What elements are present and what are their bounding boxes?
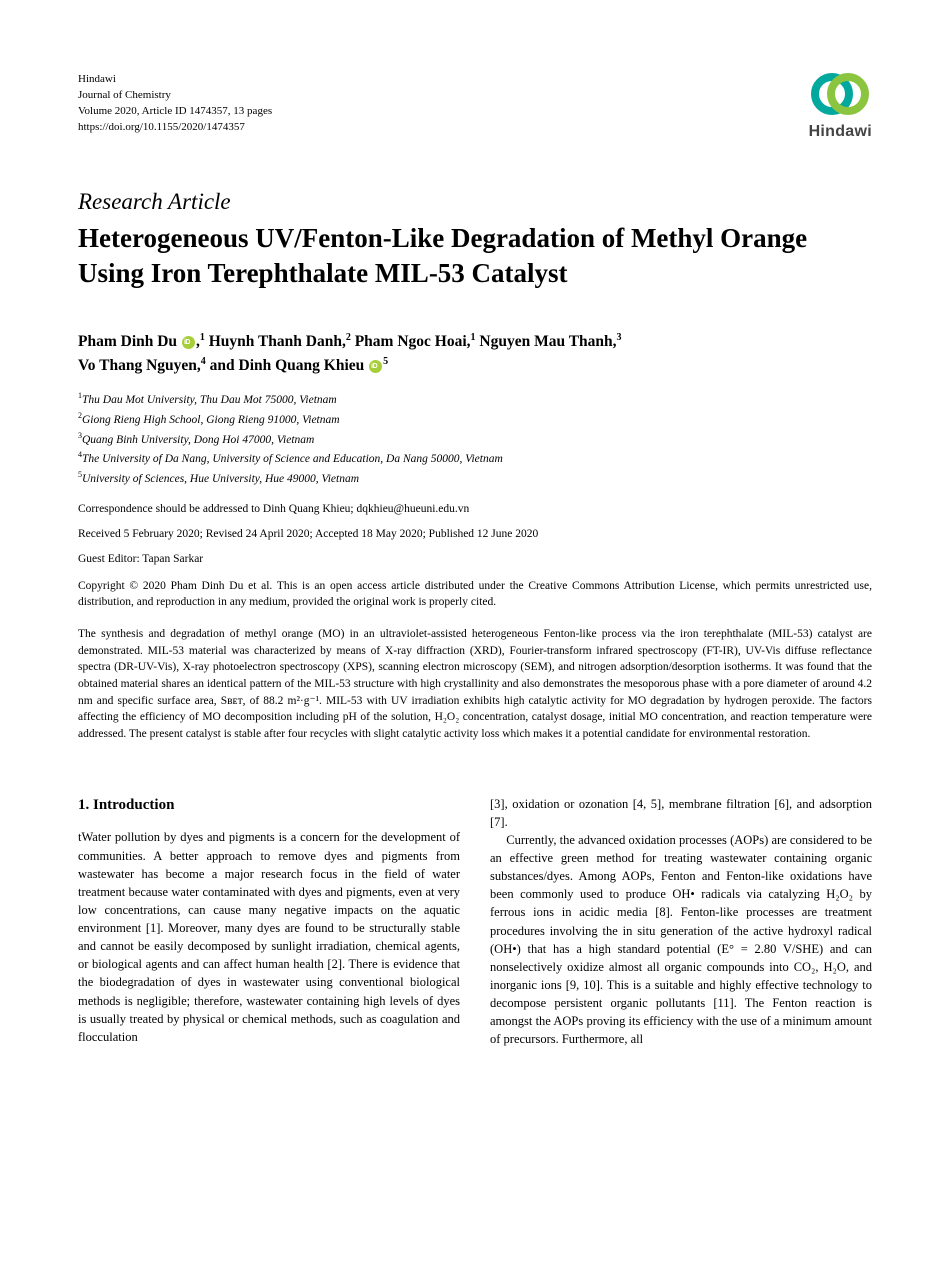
body-columns: 1. Introduction tWater pollution by dyes…: [78, 795, 872, 1049]
logo-text: Hindawi: [809, 123, 872, 141]
column-left: 1. Introduction tWater pollution by dyes…: [78, 795, 460, 1049]
affiliations: 1Thu Dau Mot University, Thu Dau Mot 750…: [78, 390, 872, 488]
article-type: Research Article: [78, 189, 872, 215]
author: Pham Dinh Du ,1: [78, 333, 205, 350]
author-list: Pham Dinh Du ,1 Huynh Thanh Danh,2 Pham …: [78, 330, 872, 378]
section-heading: 1. Introduction: [78, 795, 460, 817]
volume-line: Volume 2020, Article ID 1474357, 13 page…: [78, 104, 272, 120]
author: Huynh Thanh Danh,2: [205, 333, 351, 350]
author: and Dinh Quang Khieu 5: [206, 357, 388, 374]
affiliation: 3Quang Binh University, Dong Hoi 47000, …: [78, 430, 872, 450]
header-block: Hindawi Journal of Chemistry Volume 2020…: [78, 72, 872, 141]
affiliation: 2Giong Rieng High School, Giong Rieng 91…: [78, 410, 872, 430]
journal: Journal of Chemistry: [78, 88, 272, 104]
doi-link[interactable]: https://doi.org/10.1155/2020/1474357: [78, 120, 272, 136]
guest-editor: Guest Editor: Tapan Sarkar: [78, 553, 872, 565]
column-right: [3], oxidation or ozonation [4, 5], memb…: [490, 795, 872, 1049]
body-paragraph: Currently, the advanced oxidation proces…: [490, 831, 872, 1049]
affiliation: 5University of Sciences, Hue University,…: [78, 469, 872, 489]
publisher-logo: Hindawi: [809, 72, 872, 141]
author: Pham Ngoc Hoai,1: [351, 333, 476, 350]
body-paragraph: tWater pollution by dyes and pigments is…: [78, 828, 460, 1046]
header-meta: Hindawi Journal of Chemistry Volume 2020…: [78, 72, 272, 136]
article-dates: Received 5 February 2020; Revised 24 Apr…: [78, 528, 872, 540]
publisher: Hindawi: [78, 72, 272, 88]
copyright: Copyright © 2020 Pham Dinh Du et al. Thi…: [78, 578, 872, 611]
orcid-icon[interactable]: [369, 360, 382, 373]
body-paragraph: [3], oxidation or ozonation [4, 5], memb…: [490, 795, 872, 831]
article-title: Heterogeneous UV/Fenton-Like Degradation…: [78, 221, 872, 290]
author: Nguyen Mau Thanh,3: [476, 333, 622, 350]
hindawi-logo-icon: [810, 72, 870, 116]
affiliation: 1Thu Dau Mot University, Thu Dau Mot 750…: [78, 390, 872, 410]
abstract: The synthesis and degradation of methyl …: [78, 626, 872, 743]
affiliation: 4The University of Da Nang, University o…: [78, 449, 872, 469]
correspondence: Correspondence should be addressed to Di…: [78, 503, 872, 515]
author: Vo Thang Nguyen,4: [78, 357, 206, 374]
orcid-icon[interactable]: [182, 336, 195, 349]
